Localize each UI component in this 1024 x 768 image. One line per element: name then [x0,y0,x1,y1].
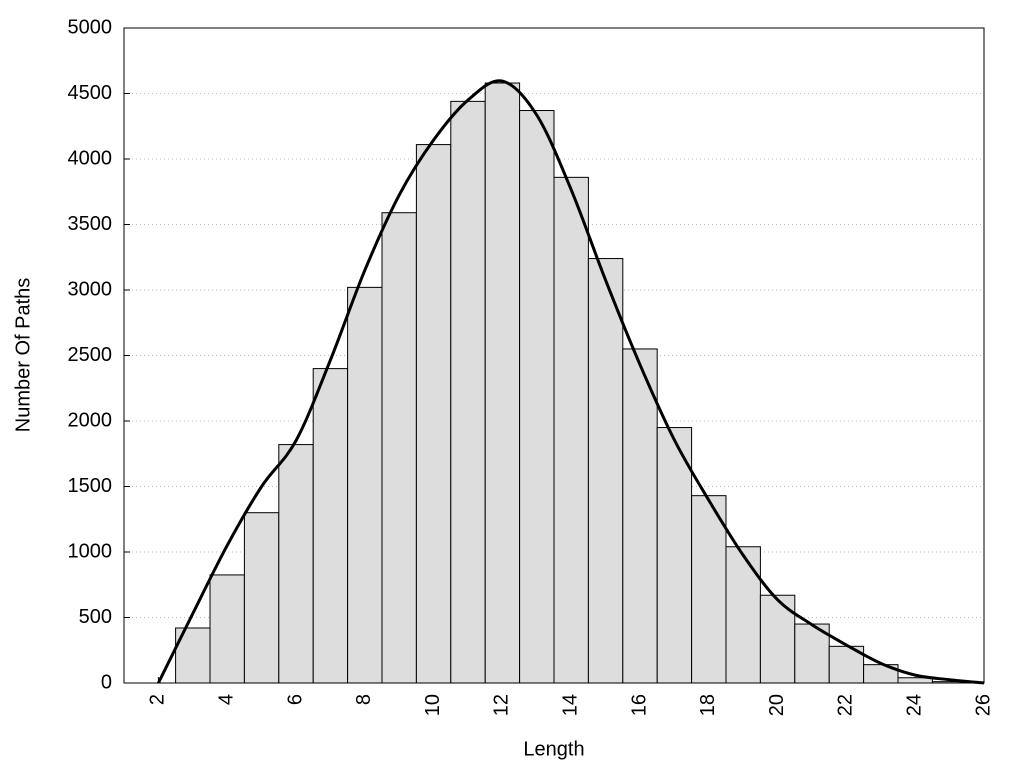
y-tick-label: 500 [79,606,112,628]
y-tick-label: 5000 [68,16,113,38]
x-tick-label: 4 [215,694,237,705]
bar [691,495,727,684]
x-tick-label: 2 [147,694,169,705]
bar [209,574,245,684]
x-tick-label: 26 [972,694,994,716]
x-tick-label: 12 [491,694,513,716]
y-tick-label: 1000 [68,540,113,562]
x-tick-label: 24 [903,694,925,716]
bar [347,286,383,684]
bar [587,258,624,684]
bar [794,623,830,684]
bar [312,368,349,684]
x-tick-label: 8 [353,694,375,705]
bar [243,512,280,684]
y-axis-label: Number Of Paths [12,278,34,433]
bar [415,144,452,684]
bar [381,212,417,684]
y-tick-label: 3500 [68,213,113,235]
bar [278,444,314,684]
bar [553,176,589,684]
x-tick-label: 14 [559,694,581,716]
x-tick-label: 6 [284,694,306,705]
x-axis-label: Length [523,738,584,760]
bar [450,100,486,684]
bar [725,546,761,684]
y-tick-label: 0 [101,671,112,693]
y-tick-label: 4000 [68,147,113,169]
x-tick-label: 20 [766,694,788,716]
bar [484,82,521,684]
x-tick-label: 10 [422,694,444,716]
curve [157,79,985,685]
y-tick-label: 2000 [68,409,113,431]
y-tick-label: 3000 [68,278,113,300]
y-tick-label: 4500 [68,82,113,104]
x-tick-label: 16 [628,694,650,716]
x-tick-label: 18 [697,694,719,716]
bar [519,110,555,684]
y-tick-label: 1500 [68,475,113,497]
y-tick-label: 2500 [68,344,113,366]
bar [622,348,658,684]
plot-frame [123,27,985,684]
bar [656,427,693,684]
x-tick-label: 22 [835,694,857,716]
